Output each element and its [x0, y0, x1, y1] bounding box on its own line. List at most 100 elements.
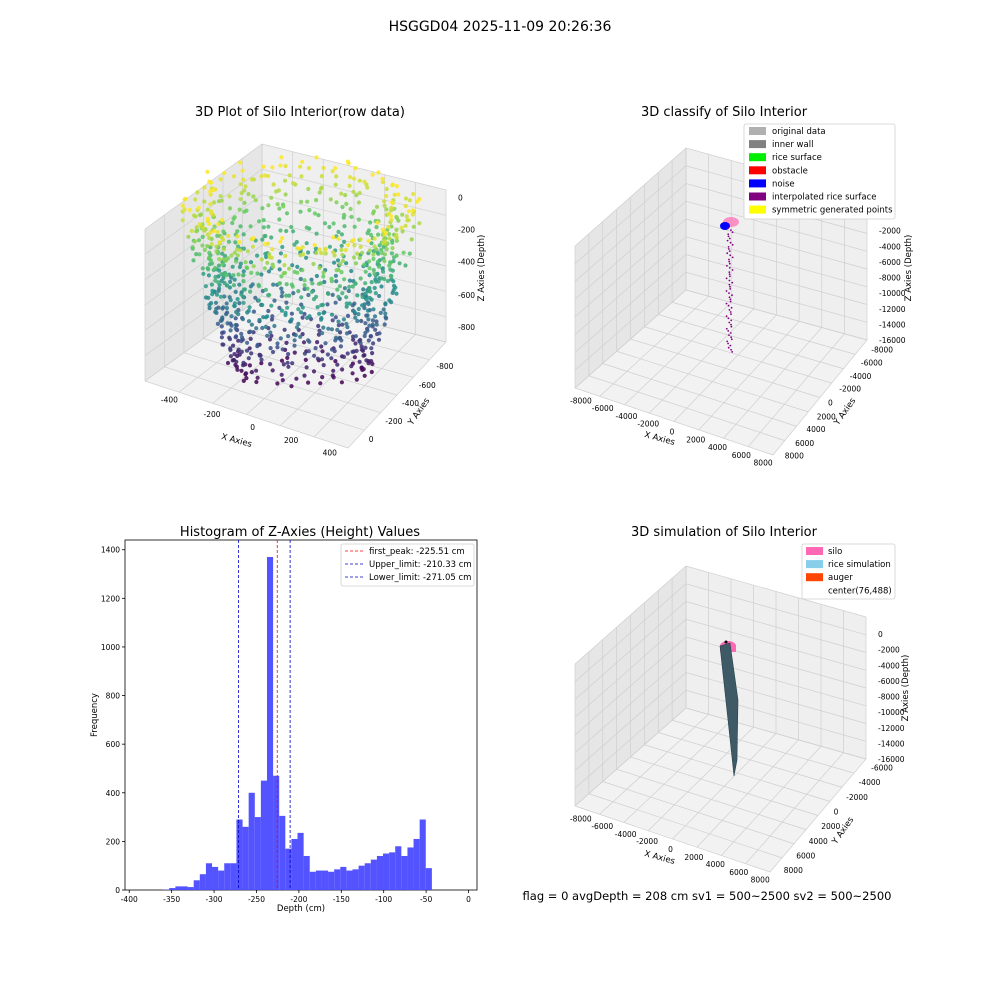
data-point [331, 221, 336, 226]
data-point [293, 333, 298, 338]
data-point [296, 289, 301, 294]
data-point [262, 266, 267, 271]
data-point [352, 243, 357, 248]
interpolated-point [725, 315, 728, 318]
figure-footer: flag = 0 avgDepth = 208 cm sv1 = 500~250… [523, 889, 892, 903]
data-point [231, 343, 236, 348]
data-point [317, 265, 322, 270]
data-point [351, 255, 357, 260]
data-point [349, 214, 354, 219]
data-point [218, 194, 223, 199]
data-point [329, 356, 334, 361]
interpolated-point [729, 254, 732, 257]
legend-label: first_peak: -225.51 cm [369, 547, 465, 557]
data-point [403, 203, 408, 209]
rice-simulation-surface [719, 642, 739, 777]
data-point [339, 247, 344, 252]
data-point [290, 284, 295, 289]
data-point [316, 281, 322, 286]
y-tick-label: 4000 [806, 425, 825, 434]
z-tick-label: -12000 [878, 724, 905, 733]
data-point [290, 263, 295, 268]
data-point [209, 282, 214, 287]
data-point [373, 327, 378, 332]
data-point [284, 211, 290, 216]
data-point [241, 269, 246, 274]
data-point [238, 261, 243, 266]
data-point [221, 330, 226, 335]
data-point [382, 322, 387, 327]
data-point [302, 311, 307, 317]
data-point [277, 259, 282, 264]
data-point [235, 297, 240, 302]
z-tick-label: -14000 [879, 320, 906, 329]
interpolated-point [730, 325, 733, 328]
y-tick-label: -4000 [850, 372, 872, 381]
data-point [335, 327, 340, 332]
data-point [238, 248, 243, 253]
legend-frame [801, 543, 896, 600]
histogram-bar [242, 826, 249, 890]
data-point [247, 305, 252, 310]
data-point [300, 159, 305, 164]
z-tick-label: -600 [458, 291, 475, 300]
data-point [407, 198, 412, 203]
x-tick-label: 4000 [706, 860, 725, 869]
z-tick-label: -800 [458, 323, 475, 332]
data-point [298, 164, 303, 169]
data-point [377, 331, 382, 336]
data-point [344, 301, 349, 306]
data-point [250, 244, 256, 249]
data-point [346, 161, 351, 166]
legend-swatch [806, 573, 823, 582]
data-point [216, 280, 221, 285]
data-point [399, 225, 404, 230]
z-tick-label: -10000 [879, 289, 906, 298]
z-tick-label: -4000 [879, 242, 901, 251]
grid-line [574, 289, 687, 389]
data-point [300, 268, 305, 273]
data-point [210, 288, 215, 293]
data-point [228, 298, 233, 303]
data-point [333, 166, 338, 171]
data-point [265, 241, 270, 246]
data-point [411, 191, 416, 197]
data-point [317, 247, 322, 252]
data-point [380, 227, 385, 232]
data-point [183, 196, 188, 201]
classify-ticks: -8000-6000-4000-200002000400060008000800… [570, 211, 906, 467]
data-point [280, 347, 285, 352]
data-point [194, 225, 199, 230]
data-point [237, 240, 242, 245]
data-point [379, 284, 384, 289]
data-point [201, 271, 206, 276]
data-point [239, 190, 244, 196]
data-point [283, 310, 288, 315]
interpolated-point [728, 250, 731, 253]
data-point [353, 261, 359, 266]
data-point [261, 164, 266, 169]
data-point [368, 334, 373, 339]
data-point [277, 206, 282, 211]
data-point [316, 213, 321, 218]
data-point [259, 361, 264, 366]
interpolated-point [731, 243, 734, 246]
data-point [283, 192, 288, 197]
data-point [375, 259, 380, 264]
histogram-ticks: -400 -350 -300 -250 -200 -150 -100 -50 0 0 200 400 6… [101, 546, 471, 904]
data-point [358, 276, 363, 281]
data-point [228, 279, 233, 284]
data-point [270, 165, 275, 170]
data-point [222, 253, 228, 258]
x-tick-label: -200 [204, 410, 221, 419]
grid-line [672, 719, 855, 774]
data-point [287, 173, 292, 178]
data-point [339, 191, 344, 196]
data-point [214, 244, 219, 249]
data-point [361, 287, 366, 292]
z-tick-label: -8000 [879, 274, 901, 283]
data-point [331, 235, 336, 240]
data-point [224, 273, 229, 278]
raw-data-3d-plot: 3D Plot of Silo Interior(row data) -400-… [144, 105, 487, 458]
data-point [339, 243, 344, 248]
